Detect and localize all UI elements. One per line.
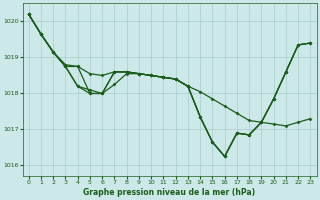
X-axis label: Graphe pression niveau de la mer (hPa): Graphe pression niveau de la mer (hPa) [84,188,256,197]
